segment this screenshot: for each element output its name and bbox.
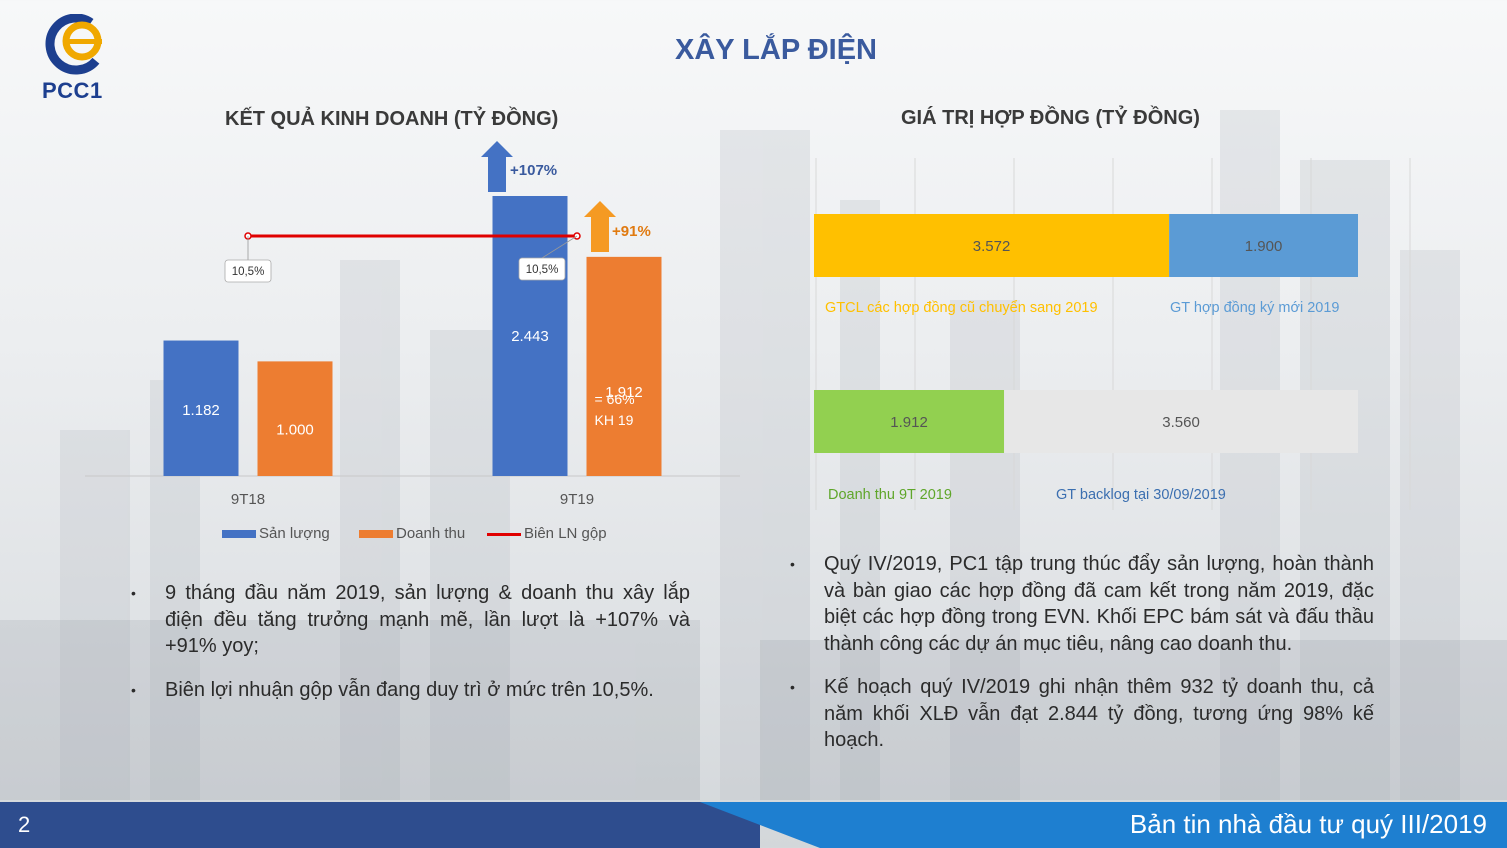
growth-label-doanhthu: +91%	[612, 223, 651, 240]
stacked-bar-segment	[814, 390, 1005, 453]
legend-item-doanhthu: Doanh thu	[359, 525, 465, 542]
margin-callout-box	[518, 257, 566, 281]
data-label: 1.912	[605, 384, 643, 401]
bullet-dot: •	[790, 679, 795, 695]
bullet-item: • Kế hoạch quý IV/2019 ghi nhận thêm 932 …	[790, 674, 1374, 754]
growth-arrow-sanluong-icon	[481, 141, 513, 192]
legend-item-bienln: Biên LN gộp	[487, 525, 607, 542]
left-bullets: • 9 tháng đầu năm 2019, sản lượng & doanh…	[131, 580, 690, 720]
legend-label-bienln: Biên LN gộp	[524, 525, 607, 542]
legend-swatch-bienln	[487, 532, 521, 536]
bullet-text: 9 tháng đầu năm 2019, sản lượng & doanh …	[165, 582, 690, 657]
growth-arrow-doanhthu-icon	[584, 201, 616, 252]
stacked-bar-segment	[1169, 214, 1358, 277]
margin-data-label: 10,5%	[232, 266, 265, 278]
legend-swatch-doanhthu	[359, 530, 393, 539]
bar-doanh-thu-9t19	[586, 256, 662, 476]
bullet-dot: •	[131, 585, 136, 601]
segment-value-label: 1.912	[890, 414, 928, 431]
segment-category-label: GT hợp đồng ký mới 2019	[1170, 300, 1339, 316]
bullet-item: • Quý IV/2019, PC1 tập trung thúc đẩy sản…	[790, 551, 1374, 657]
legend-label-sanluong: Sản lượng	[259, 525, 330, 542]
segment-value-label: 3.572	[973, 238, 1011, 255]
legend-item-sanluong: Sản lượng	[222, 525, 330, 542]
segment-category-label: GT backlog tại 30/09/2019	[1056, 487, 1226, 503]
x-tick-label: 9T19	[560, 491, 594, 508]
plan-note-1: = 66%	[595, 391, 635, 407]
margin-data-label: 10,5%	[526, 264, 559, 276]
data-label: 1.182	[182, 402, 220, 419]
bar-sản-lượng-9t18	[163, 340, 239, 476]
bullet-item: • 9 tháng đầu năm 2019, sản lượng & doanh…	[131, 580, 690, 660]
footer-bar-dark	[0, 802, 760, 848]
plan-note-2: KH 19	[595, 412, 634, 428]
company-logo: PCC1	[30, 13, 122, 104]
margin-callout-leader	[541, 235, 578, 259]
bullet-text: Quý IV/2019, PC1 tập trung thúc đẩy sản …	[824, 553, 1374, 655]
x-tick-label: 9T18	[231, 491, 265, 508]
left-chart-title: KẾT QUẢ KINH DOANH (TỶ ĐỒNG)	[225, 108, 559, 130]
footer-text: Bản tin nhà đầu tư quý III/2019	[1129, 809, 1487, 839]
segment-category-label: Doanh thu 9T 2019	[828, 487, 952, 503]
stacked-bar-segment	[814, 214, 1170, 277]
bullet-text: Biên lợi nhuận gộp vẫn đang duy trì ở mứ…	[165, 678, 654, 701]
data-label: 2.443	[511, 328, 549, 345]
legend-swatch-sanluong	[222, 530, 256, 539]
bullet-dot: •	[790, 556, 795, 572]
bar-doanh-thu-9t18	[257, 361, 333, 476]
footer-bar-light	[700, 802, 1507, 848]
bar-sản-lượng-9t19	[492, 196, 568, 476]
page-number: 2	[18, 812, 31, 837]
segment-value-label: 3.560	[1162, 414, 1200, 431]
logo-text: PCC1	[42, 78, 103, 103]
growth-label-sanluong: +107%	[510, 162, 557, 179]
segment-value-label: 1.900	[1245, 238, 1283, 255]
stacked-bar-segment	[1004, 390, 1358, 453]
segment-category-label: GTCL các hợp đồng cũ chuyển sang 2019	[825, 300, 1098, 316]
legend-label-doanhthu: Doanh thu	[396, 525, 466, 542]
page-title: XÂY LẮP ĐIỆN	[675, 34, 877, 66]
pcc1-logo-mark	[45, 13, 107, 75]
bullet-dot: •	[131, 681, 136, 698]
right-chart-title: GIÁ TRỊ HỢP ĐỒNG (TỶ ĐỒNG)	[901, 107, 1200, 129]
left-chart-legend: Sản lượng Doanh thu Biên LN gộp	[222, 525, 622, 545]
bullet-text: Kế hoạch quý IV/2019 ghi nhận thêm 932 t…	[824, 676, 1374, 751]
data-label: 1.000	[276, 421, 314, 438]
margin-callout-box	[224, 259, 272, 283]
bullet-item: • Biên lợi nhuận gộp vẫn đang duy trì ở m…	[131, 677, 690, 704]
right-bullets: • Quý IV/2019, PC1 tập trung thúc đẩy sản…	[790, 551, 1374, 771]
